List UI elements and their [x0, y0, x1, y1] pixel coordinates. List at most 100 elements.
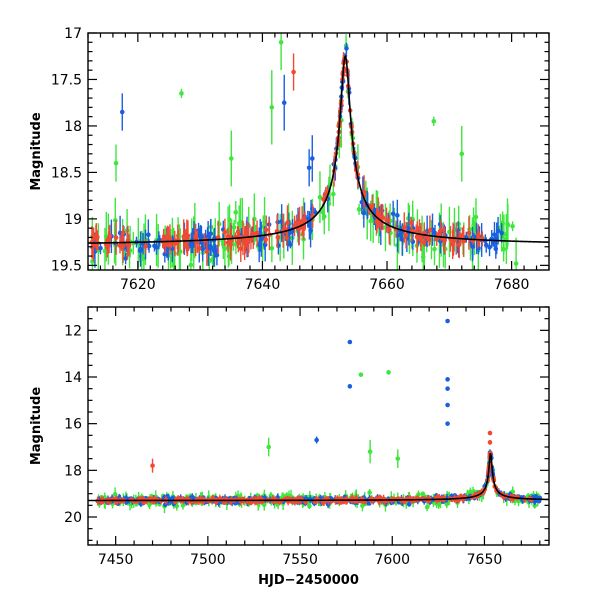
top-point-green — [331, 191, 336, 197]
top-point-green — [459, 151, 465, 157]
bottom-xtick-label: 7600 — [374, 552, 410, 568]
top-point-blue — [493, 246, 499, 252]
top-point-green — [501, 246, 506, 252]
top-point-green — [222, 246, 228, 252]
top-point-blue — [309, 156, 315, 161]
bottom-model-curve — [88, 452, 549, 502]
top-xtick-label: 7640 — [245, 277, 281, 293]
top-point-red — [291, 69, 296, 75]
top-point-blue — [123, 256, 128, 261]
bottom-xtick-label: 7450 — [98, 552, 134, 568]
top-point-red — [285, 220, 290, 225]
top-point-green — [513, 261, 519, 266]
top-point-red — [387, 227, 392, 232]
top-point-red — [408, 220, 414, 225]
top-point-red — [380, 215, 386, 220]
bottom-point-red — [338, 500, 344, 505]
top-point-red — [384, 217, 389, 223]
top-point-red — [184, 233, 190, 239]
top-point-blue — [361, 210, 367, 216]
top-point-blue — [398, 231, 404, 236]
bottom-point-blue — [445, 377, 450, 382]
top-point-red — [238, 246, 244, 251]
top-point-blue — [499, 230, 504, 236]
top-point-blue — [491, 240, 496, 246]
top-point-green — [473, 214, 479, 220]
bottom-ytick-label: 14 — [64, 370, 82, 386]
top-point-red — [163, 241, 168, 247]
top-point-blue — [359, 199, 365, 205]
top-point-green — [432, 246, 437, 252]
top-ytick-label: 18.5 — [51, 165, 82, 181]
bottom-xtick-label: 7500 — [190, 552, 226, 568]
top-point-red — [236, 240, 241, 246]
top-point-blue — [344, 46, 349, 51]
bottom-point-green — [180, 503, 186, 508]
bottom-point-blue — [445, 402, 450, 408]
bottom-xtick-label: 7550 — [282, 552, 318, 568]
top-point-green — [238, 219, 243, 225]
bottom-point-green — [424, 504, 430, 510]
bottom-point-red — [210, 495, 216, 501]
top-model-curve — [88, 54, 549, 244]
top-point-blue — [170, 246, 175, 251]
top-point-blue — [492, 232, 497, 237]
bottom-point-green — [266, 444, 272, 450]
bottom-plot-area — [88, 318, 549, 514]
top-point-blue — [98, 245, 103, 251]
top-point-green — [321, 214, 327, 219]
top-point-red — [125, 242, 130, 247]
top-plot-area — [88, 33, 549, 270]
top-point-green — [113, 160, 119, 166]
top-point-green — [228, 156, 234, 161]
top-point-blue — [312, 210, 318, 215]
top-point-green — [510, 223, 515, 229]
bottom-point-green — [367, 449, 373, 454]
top-point-red — [250, 231, 256, 237]
top-point-blue — [208, 231, 214, 236]
top-point-blue — [487, 244, 492, 250]
top-point-red — [466, 230, 472, 236]
top-point-blue — [306, 165, 312, 171]
top-point-red — [284, 235, 289, 240]
top-point-red — [263, 237, 268, 242]
top-ytick-label: 17.5 — [51, 72, 82, 88]
bottom-point-green — [444, 501, 450, 507]
top-point-red — [204, 249, 210, 254]
top-point-blue — [154, 245, 159, 250]
top-point-blue — [483, 242, 489, 248]
bottom-point-green — [358, 372, 364, 377]
top-point-blue — [470, 244, 476, 250]
top-panel: 7620 7640 7660 7680 17 17.5 18 18.5 19 19.5 Magnit… — [29, 26, 550, 293]
top-point-red — [403, 232, 409, 238]
top-point-red — [263, 227, 269, 233]
top-point-green — [505, 222, 511, 228]
bottom-point-green — [395, 456, 401, 461]
bottom-xlabel: HJD−2450000 — [258, 573, 359, 588]
top-point-red — [275, 234, 281, 240]
top-point-red — [215, 235, 221, 240]
top-point-red — [476, 232, 481, 238]
bottom-axes-frame — [87, 306, 550, 546]
top-ytick-label: 17 — [64, 26, 82, 42]
top-point-blue — [119, 109, 125, 115]
top-point-blue — [395, 213, 400, 218]
bottom-ytick-label: 20 — [64, 510, 82, 526]
bottom-point-green — [112, 491, 118, 497]
top-point-blue — [146, 232, 151, 238]
bottom-ytick-label: 16 — [64, 417, 82, 433]
bottom-point-blue — [445, 386, 450, 391]
top-point-green — [317, 194, 323, 200]
top-point-green — [269, 105, 275, 110]
top-point-red — [427, 227, 433, 233]
top-point-red — [106, 237, 112, 243]
bottom-point-blue — [170, 495, 175, 501]
top-point-red — [167, 237, 173, 242]
bottom-point-red — [292, 498, 298, 504]
top-point-red — [414, 234, 420, 240]
top-point-blue — [198, 232, 203, 237]
bottom-xtick-label: 7650 — [467, 552, 503, 568]
bottom-point-blue — [162, 502, 168, 508]
bottom-point-green — [386, 370, 391, 375]
top-point-red — [321, 196, 326, 202]
